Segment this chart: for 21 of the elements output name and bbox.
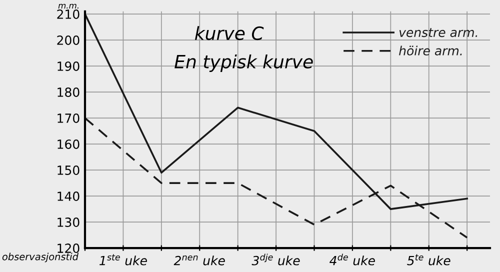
x-tick-label: 5$^{te}$ uke [407, 254, 450, 266]
x-tick-label: 3$^{dje}$ uke [252, 254, 300, 266]
y-tick-label: 200 [57, 36, 80, 45]
y-axis-title: m.m. [58, 4, 78, 9]
x-tick-label: 4$^{de}$ uke [330, 254, 375, 266]
text: En typisk kurve [174, 54, 313, 72]
y-tick-label: 130 [58, 218, 80, 227]
y-tick-label: 170 [58, 114, 80, 123]
y-tick-label: 160 [58, 140, 80, 149]
y-tick-label: 120 [58, 244, 80, 253]
y-tick-label: 140 [58, 192, 80, 201]
x-axis-title: observasjonstid [2, 252, 79, 262]
y-tick-label: 180 [58, 88, 80, 97]
y-tick-label: 190 [58, 62, 80, 71]
y-tick-label: 210 [57, 9, 80, 19]
x-tick-label: 2$^{nen}$ uke [174, 255, 225, 266]
legend-label: höire arm. [399, 46, 462, 56]
legend-label: venstre arm. [399, 28, 478, 38]
text: kurve C [194, 26, 264, 40]
y-tick-label: 150 [58, 166, 80, 175]
x-tick-label: 1$^{ste}$ uke [100, 254, 147, 266]
